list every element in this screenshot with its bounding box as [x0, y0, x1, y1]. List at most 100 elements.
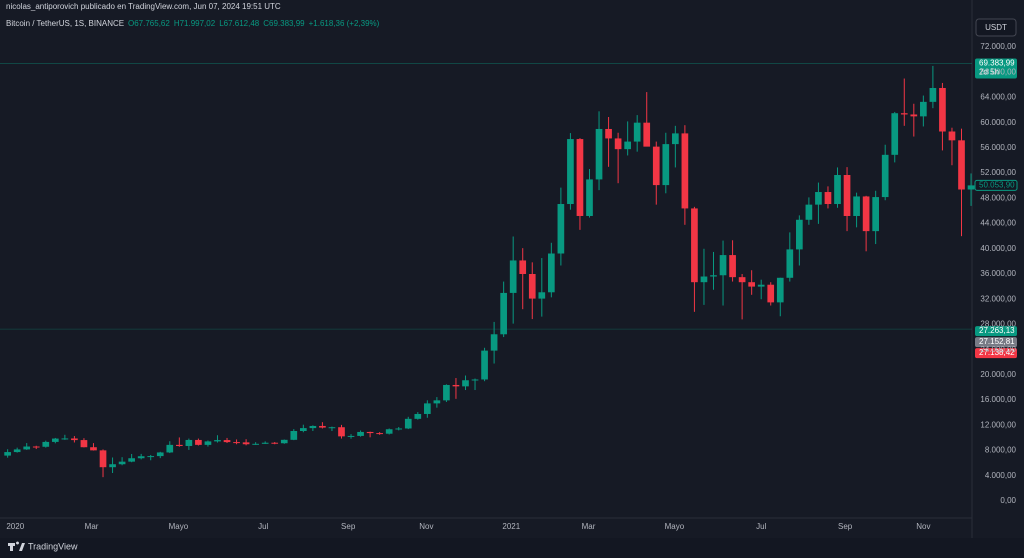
x-tick-label: 2021 — [502, 522, 520, 531]
candle-body — [156, 452, 164, 457]
candle-body — [471, 379, 479, 381]
candle-body — [147, 456, 155, 458]
price-label: 27.152,81 — [979, 337, 1015, 346]
candle-body — [309, 425, 317, 429]
candle-body — [900, 113, 908, 115]
candle-body — [595, 128, 603, 180]
candle-body — [433, 400, 441, 404]
candle-body — [586, 179, 593, 216]
candle-body — [528, 273, 536, 299]
candle-body — [118, 461, 126, 465]
logo — [8, 541, 25, 551]
candle-body — [519, 260, 527, 274]
candle-body — [509, 260, 517, 293]
candle-body — [681, 133, 689, 209]
candle-body — [185, 439, 193, 447]
candle-body — [700, 276, 708, 283]
candle-body — [815, 192, 822, 205]
y-tick-label: 60.000,00 — [980, 118, 1016, 127]
y-tick-label: 68.000,00 — [980, 67, 1016, 76]
x-tick-label: Mayo — [665, 522, 685, 531]
candle-body — [624, 141, 631, 150]
candle-body — [748, 282, 755, 287]
candle-body — [853, 196, 860, 216]
y-tick-label: 40.000,00 — [980, 244, 1016, 253]
candle-body — [404, 418, 412, 429]
candle-body — [338, 427, 345, 437]
ohlc-value: L67.612,48 — [219, 19, 260, 28]
candle-body — [443, 384, 450, 401]
candle-body — [824, 192, 832, 205]
candle-body — [252, 443, 259, 445]
candle-body — [605, 128, 612, 139]
current-price-label: 50.053,90 — [979, 180, 1015, 189]
candle-body — [423, 403, 431, 414]
candle-body — [385, 429, 393, 434]
candle-body — [261, 442, 269, 444]
candle-body — [500, 292, 507, 335]
x-tick-label: Sep — [838, 522, 853, 531]
attribution: nicolas_antiporovich publicado en Tradin… — [6, 2, 281, 11]
candle-body — [271, 442, 279, 444]
x-tick-label: Mar — [582, 522, 596, 531]
candle-body — [557, 204, 565, 254]
last-price-label: 69.383,99 — [979, 59, 1015, 68]
ohlc-value: +1.618,36 (+2,39%) — [309, 19, 380, 28]
candle-body — [920, 101, 927, 117]
y-tick-label: 44.000,00 — [980, 219, 1016, 228]
candle-body — [929, 87, 937, 102]
price-label-box — [975, 326, 1017, 337]
candle-body — [757, 284, 765, 287]
candle-body — [710, 275, 717, 277]
candle-body — [633, 122, 641, 142]
candles — [4, 65, 975, 478]
candle-body — [175, 444, 183, 447]
candle-body — [719, 255, 727, 276]
currency-box[interactable] — [975, 18, 1017, 37]
price-label: 27.263,13 — [979, 326, 1015, 335]
candle-body — [481, 350, 488, 380]
y-tick-label: 32.000,00 — [980, 294, 1016, 303]
candle-body — [958, 140, 965, 190]
y-tick-label: 64.000,00 — [980, 93, 1016, 102]
candle-body — [452, 384, 460, 387]
price-label: 27.138,42 — [979, 348, 1015, 357]
candle-body — [42, 441, 50, 447]
candle-body — [738, 277, 746, 283]
currency: USDT — [985, 23, 1007, 32]
ohlc-value: C69.383,99 — [263, 19, 305, 28]
candle-body — [280, 439, 288, 444]
candle-body — [319, 425, 326, 428]
candle-body — [948, 131, 956, 141]
candle-body — [843, 175, 851, 216]
price-label-box — [975, 348, 1017, 359]
candle-body — [347, 435, 355, 437]
candle-body — [233, 442, 240, 444]
candle-body — [834, 175, 841, 205]
candle-body — [643, 122, 651, 147]
logo-mark — [8, 541, 25, 551]
candle-body — [881, 154, 889, 198]
candle-body — [462, 380, 469, 387]
candle-body — [891, 113, 899, 155]
y-tick-label: 56.000,00 — [980, 143, 1016, 152]
x-tick-label: 2020 — [6, 522, 24, 531]
candle-body — [652, 146, 660, 186]
candle-body — [214, 440, 221, 442]
x-tick-label: Nov — [419, 522, 433, 531]
y-tick-label: 72.000,00 — [980, 42, 1016, 51]
y-tick-label: 8.000,00 — [985, 446, 1017, 455]
candle-body — [51, 438, 59, 442]
candle-body — [109, 464, 116, 468]
candle-body — [32, 446, 40, 448]
candle-body — [23, 446, 31, 450]
candle-body — [490, 334, 498, 351]
y-tick-label: 36.000,00 — [980, 269, 1016, 278]
candle-body — [796, 219, 803, 250]
candle-body — [576, 139, 584, 216]
candle-body — [538, 292, 546, 299]
candle-body — [242, 442, 250, 445]
y-tick-label: 52.000,00 — [980, 168, 1016, 177]
candle-body — [166, 444, 174, 453]
